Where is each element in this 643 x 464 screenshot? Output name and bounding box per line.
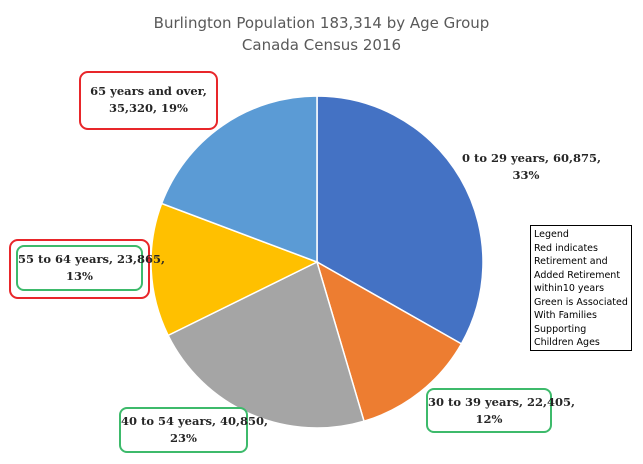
data-label-55-64: 55 to 64 years, 23,865, 13%: [16, 245, 165, 291]
red-highlight-55-64: [9, 239, 150, 299]
legend-line: Green is Associated: [534, 296, 628, 308]
legend-line: Supporting: [534, 323, 587, 335]
legend-line: within10 years: [534, 283, 605, 294]
pie-slice-0: [316, 95, 484, 345]
pie-slice-3: [150, 202, 319, 337]
pie-slice-2: [167, 260, 365, 429]
data-label-65-over: 65 years and over, 35,320, 19%: [79, 71, 218, 130]
pie-slice-1: [315, 260, 463, 423]
data-label-30-39: 30 to 39 years, 22,405, 12%: [426, 388, 575, 433]
pie-slice-4: [160, 95, 318, 264]
legend-line: Legend: [534, 229, 569, 240]
data-label-0-29: 0 to 29 years, 60,875, 33%: [462, 151, 602, 182]
chart-subtitle: Canada Census 2016: [241, 36, 402, 54]
legend-line: Retirement and: [534, 256, 608, 267]
legend-line: With Families: [534, 310, 597, 321]
legend-note: Legend Red indicates Retirement and Adde…: [530, 225, 632, 351]
data-label-40-54: 40 to 54 years, 40,850, 23%: [119, 407, 268, 453]
legend-line: Red indicates: [534, 242, 598, 254]
chart-title: Burlington Population 183,314 by Age Gro…: [153, 14, 490, 32]
legend-line: Added Retirement: [534, 269, 621, 281]
legend-line: Children Ages: [534, 337, 600, 348]
